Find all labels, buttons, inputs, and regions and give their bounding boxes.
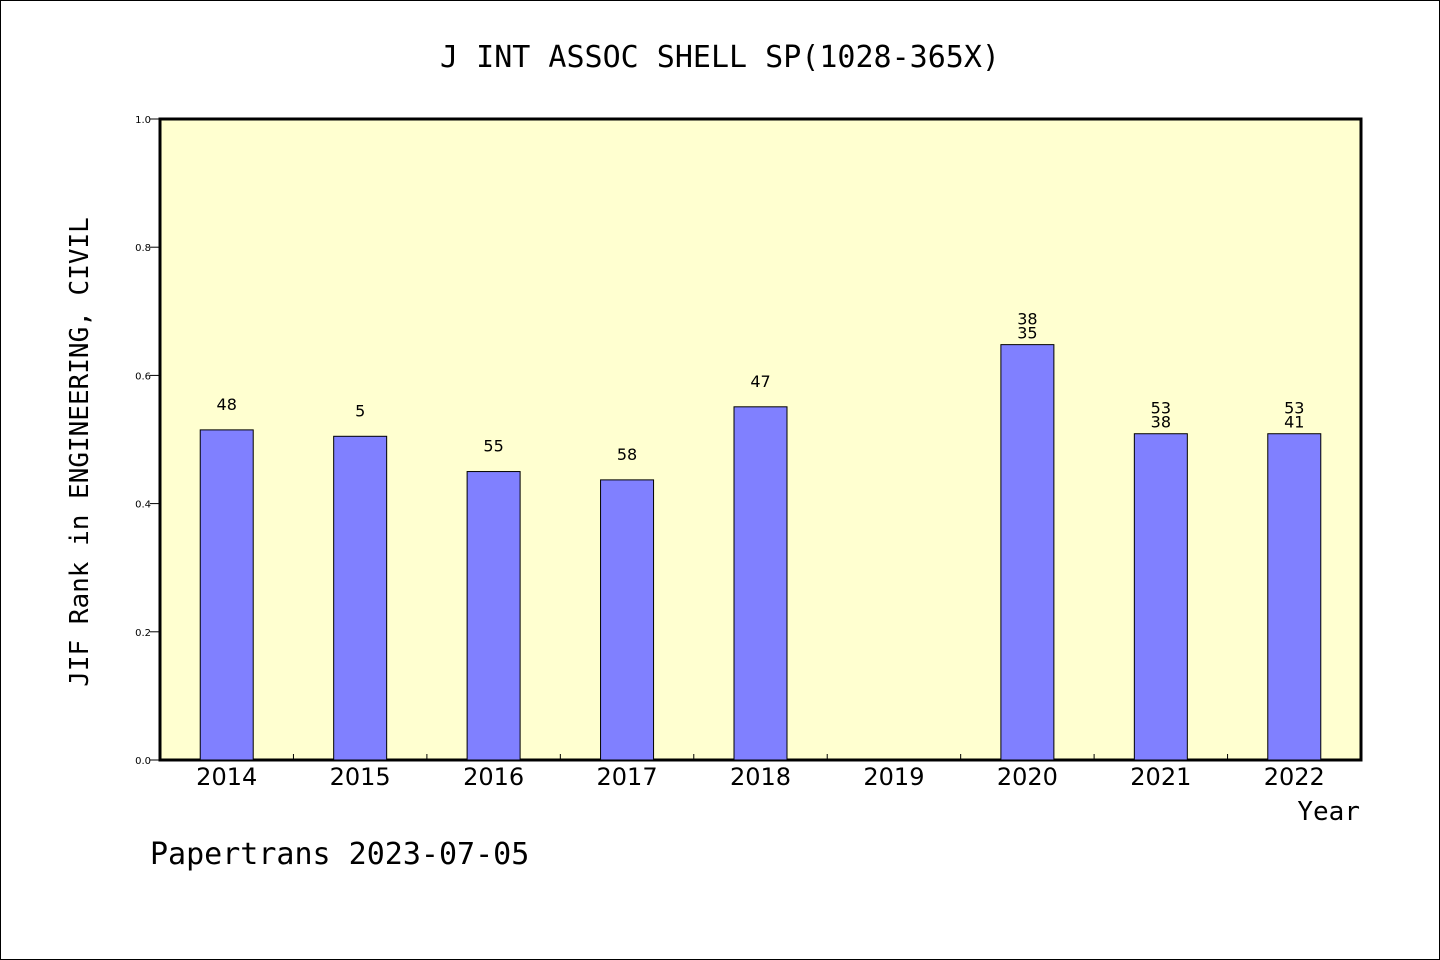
x-tick-label: 2016	[463, 763, 524, 791]
y-tick-label: 0.0	[135, 756, 151, 767]
bar-value-label: 47	[750, 372, 770, 391]
bar	[333, 435, 388, 761]
y-tick-label: 0.6	[135, 371, 151, 382]
bar-value-label: 53	[1151, 399, 1171, 418]
bar	[733, 406, 788, 761]
bar	[1133, 433, 1188, 761]
bar-value-label: 5	[355, 401, 365, 420]
x-tick-label: 2021	[1130, 763, 1191, 791]
y-axis-label: JIF Rank in ENGINEERING, CIVIL	[65, 217, 95, 687]
bar-value-label: 38	[1151, 413, 1171, 432]
y-tick-label: 1.0	[135, 115, 151, 126]
bar	[466, 471, 521, 761]
bar-value-label: 35	[1017, 324, 1037, 343]
x-tick-label: 2017	[597, 763, 658, 791]
bar-value-label: 53	[1284, 399, 1304, 418]
bar	[1000, 344, 1055, 761]
bar-value-label: 55	[483, 437, 503, 456]
bar-value-label: 41	[1284, 413, 1304, 432]
bar	[199, 429, 254, 761]
x-tick-label: 2019	[863, 763, 924, 791]
footer-text: Papertrans 2023-07-05	[150, 837, 529, 872]
bar-value-label: 48	[217, 395, 237, 414]
bar	[1267, 433, 1322, 761]
x-tick-label: 2015	[330, 763, 391, 791]
x-tick-label: 2014	[196, 763, 257, 791]
y-tick-label: 0.4	[135, 500, 151, 511]
bar-value-label: 38	[1017, 310, 1037, 329]
y-axis-ticks: 0.0 0.2 0.4 0.6 0.8 1.0	[135, 115, 160, 767]
y-tick-label: 0.8	[135, 243, 151, 254]
x-axis-label: Year	[1297, 797, 1360, 827]
x-tick-label: 2018	[730, 763, 791, 791]
x-axis-ticks: 2014 2015 2016 2017 2018 2019 2020 2021 2022	[196, 754, 1325, 791]
y-tick-label: 0.2	[135, 628, 151, 639]
bar	[600, 479, 655, 761]
bar-series	[199, 344, 1322, 761]
bar-value-label: 58	[617, 445, 637, 464]
x-tick-label: 2022	[1264, 763, 1325, 791]
x-tick-label: 2020	[997, 763, 1058, 791]
chart-title: J INT ASSOC SHELL SP(1028-365X)	[440, 40, 1000, 75]
